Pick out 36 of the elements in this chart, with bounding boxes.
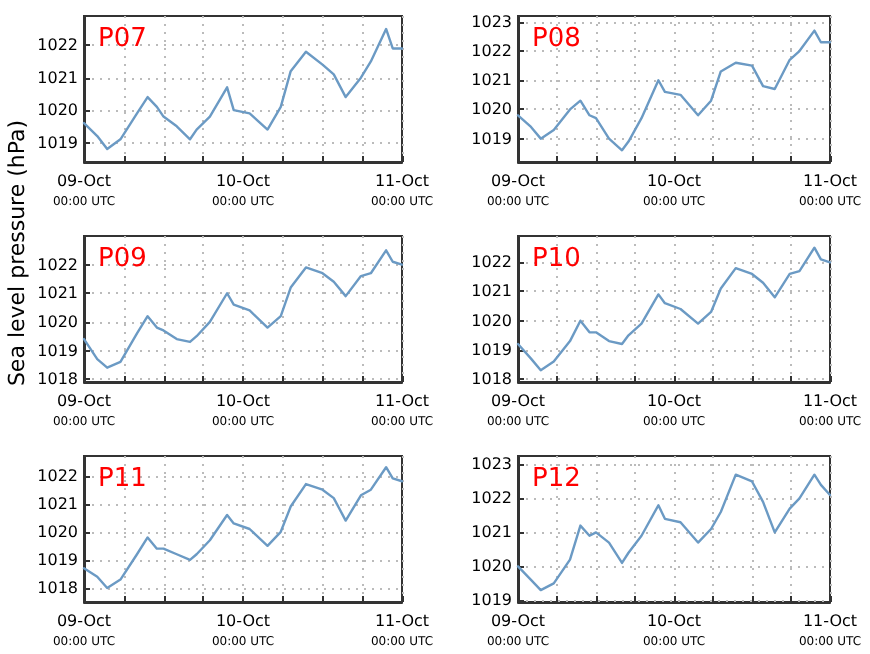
y-tick-label: 1019 [37, 133, 78, 152]
y-tick-label: 1020 [37, 522, 78, 541]
y-tick-label: 1021 [471, 523, 512, 542]
chart-title: P07 [98, 24, 147, 54]
y-tick-label: 1018 [37, 578, 78, 597]
y-axis-title: Sea level pressure (hPa) [4, 117, 32, 391]
y-tick-label: 1022 [471, 42, 512, 61]
y-tick-label: 1022 [37, 36, 78, 55]
y-tick-label: 1020 [37, 312, 78, 331]
y-tick-label: 1018 [37, 370, 78, 389]
y-tick-label: 1019 [37, 550, 78, 569]
y-tick-label: 1020 [471, 557, 512, 576]
y-tick-label: 1020 [37, 101, 78, 120]
y-tick-label: 1021 [37, 494, 78, 513]
y-tick-label: 1020 [471, 311, 512, 330]
chart-title: P11 [98, 464, 147, 494]
y-tick-label: 1018 [471, 370, 512, 389]
y-tick-label: 1021 [37, 68, 78, 87]
y-tick-label: 1022 [37, 466, 78, 485]
y-tick-label: 1019 [471, 591, 512, 610]
y-tick-label: 1023 [471, 455, 512, 474]
y-tick-label: 1022 [471, 489, 512, 508]
y-tick-label: 1023 [471, 12, 512, 31]
y-tick-label: 1022 [471, 253, 512, 272]
y-tick-label: 1019 [471, 129, 512, 148]
y-tick-label: 1021 [37, 284, 78, 303]
chart-title: P12 [532, 464, 581, 494]
chart-title: P10 [532, 244, 581, 274]
y-tick-label: 1019 [37, 341, 78, 360]
y-tick-label: 1020 [471, 100, 512, 119]
chart-title: P08 [532, 24, 581, 54]
y-tick-label: 1021 [471, 71, 512, 90]
y-tick-label: 1021 [471, 282, 512, 301]
chart-title: P09 [98, 244, 147, 274]
y-tick-label: 1022 [37, 255, 78, 274]
y-tick-label: 1019 [471, 340, 512, 359]
